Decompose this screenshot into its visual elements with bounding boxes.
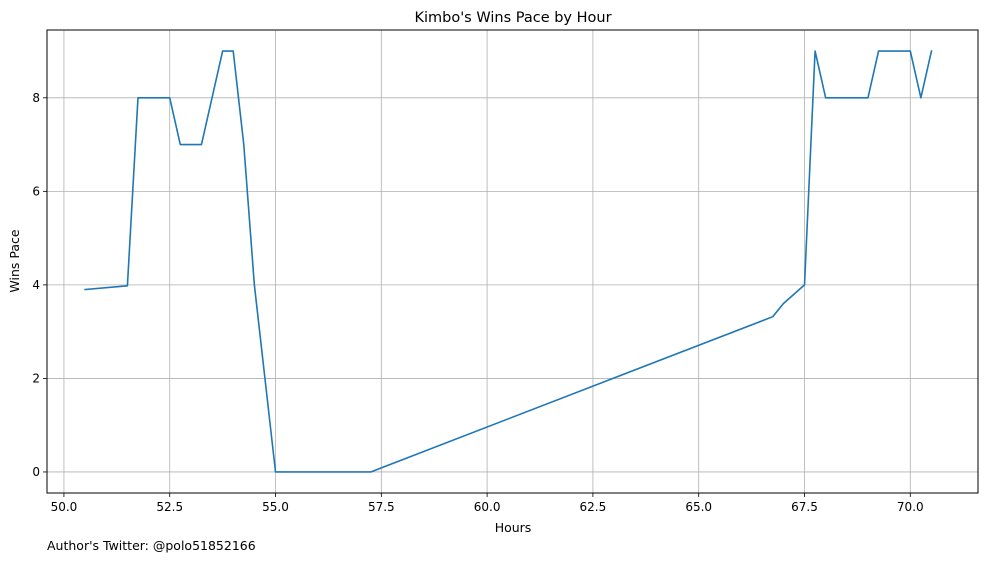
y-axis-label: Wins Pace [7, 229, 22, 292]
x-axis-label: Hours [495, 520, 532, 535]
axis-ticks: 50.0 52.5 55.0 57.5 60.0 62.5 65.0 67.5 70.0 0 2 4 6… [32, 91, 923, 514]
x-tick-label: 67.5 [791, 500, 818, 514]
x-tick-label: 55.0 [262, 500, 289, 514]
series-layer [84, 50, 933, 473]
x-tick-label: 70.0 [897, 500, 924, 514]
y-tick-label: 8 [32, 91, 40, 105]
y-tick-label: 0 [32, 465, 40, 479]
series-line-0 [84, 50, 933, 473]
x-tick-label: 52.5 [156, 500, 183, 514]
y-tick-label: 4 [32, 278, 40, 292]
author-credit: Author's Twitter: @polo51852166 [47, 538, 256, 553]
y-tick-label: 6 [32, 184, 40, 198]
x-tick-label: 50.0 [51, 500, 78, 514]
x-tick-label: 65.0 [685, 500, 712, 514]
chart-title: Kimbo's Wins Pace by Hour [414, 10, 611, 26]
x-tick-label: 60.0 [474, 500, 501, 514]
y-tick-label: 2 [32, 371, 40, 385]
grid-lines [47, 30, 978, 493]
plot-frame [46, 29, 979, 494]
x-tick-label: 57.5 [368, 500, 395, 514]
x-tick-label: 62.5 [580, 500, 607, 514]
